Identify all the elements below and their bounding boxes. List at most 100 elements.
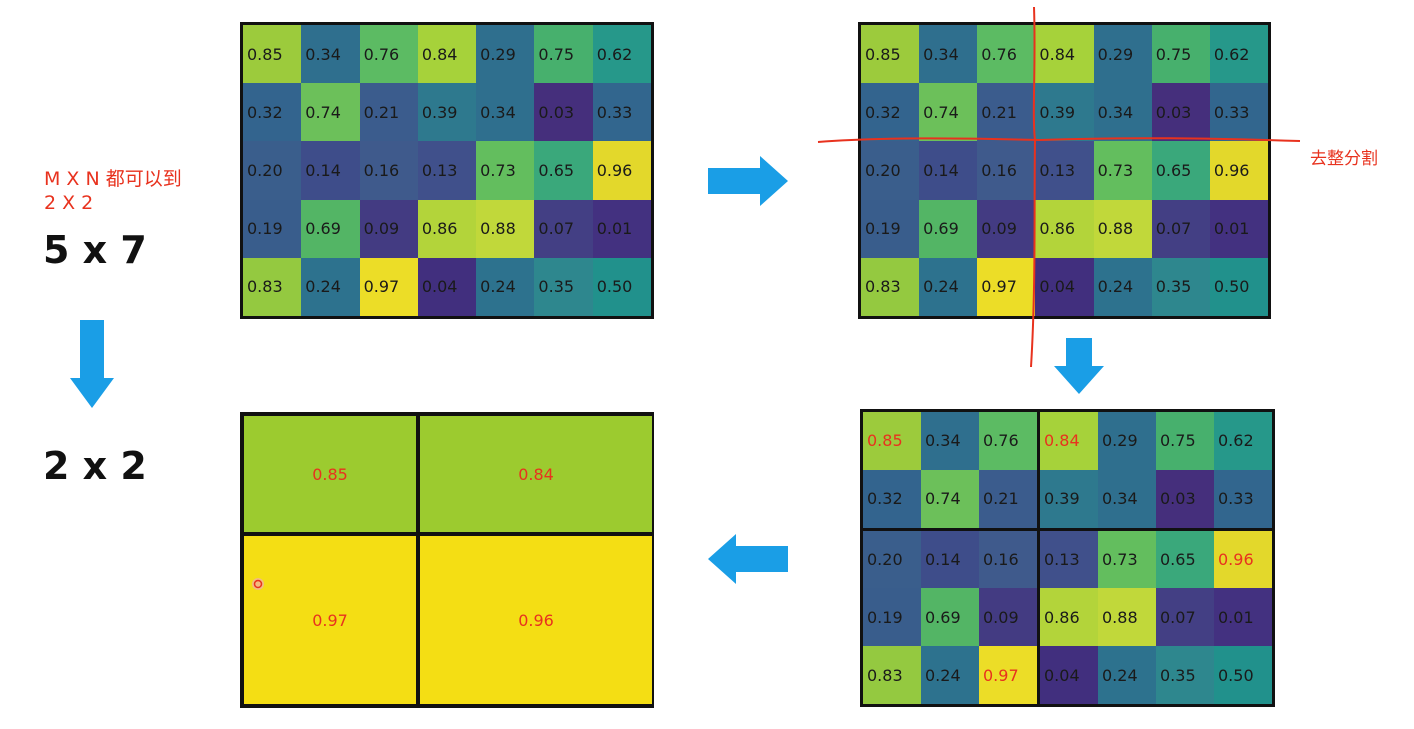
split-matrix-cell: 0.75 xyxy=(1151,25,1210,84)
pooled-region-cell: 0.01 xyxy=(1214,588,1272,647)
pooled-output-matrix: 0.85 0.84 0.97 0.96 xyxy=(240,412,654,708)
input-matrix-cell: 0.14 xyxy=(301,141,360,200)
split-lines xyxy=(817,6,1301,368)
pooled-region-cell: 0.76 xyxy=(979,412,1037,470)
split-matrix-cell: 0.21 xyxy=(977,83,1036,142)
input-matrix-cell: 0.19 xyxy=(243,199,302,258)
input-matrix-cell: 0.65 xyxy=(534,141,593,200)
split-matrix-cell: 0.24 xyxy=(919,257,978,316)
split-matrix-cell: 0.34 xyxy=(1093,83,1152,142)
split-matrix-cell: 0.07 xyxy=(1151,199,1210,258)
split-matrix-cell: 0.24 xyxy=(1093,257,1152,316)
down-arrow-icon-2 xyxy=(1054,338,1104,394)
input-matrix-cell: 0.85 xyxy=(243,25,302,84)
pooled-region-cell: 0.09 xyxy=(979,588,1037,647)
input-matrix-cell: 0.76 xyxy=(359,25,418,84)
split-matrix-cell: 0.03 xyxy=(1151,83,1210,142)
split-matrix-cell: 0.01 xyxy=(1209,199,1268,258)
pooled-regions-matrix: 0.85 0.34 0.76 0.84 0.29 0.75 0.62 0.32 0.74 0.21… xyxy=(860,409,1275,707)
input-matrix-cell: 0.24 xyxy=(301,257,360,316)
split-label: 去整分割 xyxy=(1310,149,1378,169)
input-matrix-cell: 0.01 xyxy=(592,199,651,258)
output-size-label: 2 x 2 xyxy=(43,444,147,488)
pooled-region-cell: 0.14 xyxy=(921,530,979,589)
pooled-region-cell: 0.04 xyxy=(1040,646,1098,704)
input-matrix-cell: 0.20 xyxy=(243,141,302,200)
down-arrow-icon xyxy=(70,320,114,408)
pooled-region-cell: 0.32 xyxy=(863,469,921,528)
pooled-region-cell: 0.34 xyxy=(921,412,979,470)
input-matrix-cell: 0.13 xyxy=(417,141,477,200)
pooled-output-cell: 0.96 xyxy=(420,536,652,704)
pooled-region-cell: 0.69 xyxy=(921,588,979,647)
input-matrix-cell: 0.96 xyxy=(592,141,651,200)
input-matrix-cell: 0.07 xyxy=(534,199,593,258)
split-matrix-cell: 0.83 xyxy=(861,257,920,316)
pooled-region-cell: 0.13 xyxy=(1040,530,1098,589)
pooled-region-cell: 0.96 xyxy=(1214,530,1272,589)
input-matrix-cell: 0.69 xyxy=(301,199,360,258)
two-by-two-note: 2 X 2 xyxy=(44,192,94,214)
pooled-region-cell: 0.34 xyxy=(1098,469,1156,528)
split-matrix-cell: 0.29 xyxy=(1093,25,1152,84)
split-matrix-cell: 0.34 xyxy=(919,25,978,84)
input-matrix-cell: 0.75 xyxy=(534,25,593,84)
split-matrix-cell: 0.35 xyxy=(1151,257,1210,316)
pooled-region-cell: 0.07 xyxy=(1156,588,1214,647)
split-matrix-cell: 0.96 xyxy=(1209,141,1268,200)
input-matrix-cell: 0.86 xyxy=(417,199,477,258)
pooled-region-cell: 0.35 xyxy=(1156,646,1214,704)
input-matrix-cell: 0.04 xyxy=(417,257,477,316)
split-matrix-cell: 0.19 xyxy=(861,199,920,258)
input-matrix-cell: 0.34 xyxy=(301,25,360,84)
split-matrix-cell: 0.74 xyxy=(919,83,978,142)
input-matrix-cell: 0.32 xyxy=(243,83,302,142)
pooled-region-cell: 0.86 xyxy=(1040,588,1098,647)
pooled-region-cell: 0.74 xyxy=(921,469,979,528)
input-matrix-cell: 0.83 xyxy=(243,257,302,316)
pooled-output-cell: 0.84 xyxy=(420,416,652,532)
split-matrix-cell: 0.88 xyxy=(1093,199,1152,258)
input-matrix-cell: 0.62 xyxy=(592,25,651,84)
input-matrix-cell: 0.39 xyxy=(417,83,477,142)
split-matrix-cell: 0.04 xyxy=(1035,257,1094,316)
pooled-region-cell: 0.39 xyxy=(1040,469,1098,528)
pooled-region-cell: 0.84 xyxy=(1040,412,1098,470)
input-matrix-cell: 0.97 xyxy=(359,257,418,316)
pooled-region-cell: 0.65 xyxy=(1156,530,1214,589)
pooled-region-cell: 0.21 xyxy=(979,469,1037,528)
pooled-region-cell: 0.88 xyxy=(1098,588,1156,647)
split-matrix-cell: 0.84 xyxy=(1035,25,1094,84)
split-matrix-cell: 0.20 xyxy=(861,141,920,200)
pooled-region-cell: 0.03 xyxy=(1156,469,1214,528)
cursor-marker-icon xyxy=(252,578,264,590)
pooled-region-cell: 0.62 xyxy=(1214,412,1272,470)
input-matrix-cell: 0.88 xyxy=(476,199,535,258)
input-matrix-cell: 0.50 xyxy=(592,257,651,316)
split-matrix-cell: 0.14 xyxy=(919,141,978,200)
pooled-region-cell: 0.24 xyxy=(921,646,979,704)
input-matrix-cell: 0.74 xyxy=(301,83,360,142)
input-matrix: 0.85 0.34 0.76 0.84 0.29 0.75 0.62 0.32 0.74 0.21… xyxy=(240,22,654,319)
split-matrix-cell: 0.65 xyxy=(1151,141,1210,200)
pooled-region-cell: 0.73 xyxy=(1098,530,1156,589)
split-matrix-cell: 0.86 xyxy=(1035,199,1094,258)
input-matrix-cell: 0.16 xyxy=(359,141,418,200)
split-matrix-cell: 0.50 xyxy=(1209,257,1268,316)
pooled-region-cell: 0.85 xyxy=(863,412,921,470)
pooled-region-cell: 0.50 xyxy=(1214,646,1272,704)
pooled-region-cell: 0.83 xyxy=(863,646,921,704)
pooled-region-cell: 0.19 xyxy=(863,588,921,647)
split-matrix-cell: 0.76 xyxy=(977,25,1036,84)
split-matrix-cell: 0.33 xyxy=(1209,83,1268,142)
input-matrix-cell: 0.29 xyxy=(476,25,535,84)
input-matrix-cell: 0.03 xyxy=(534,83,593,142)
split-matrix-cell: 0.39 xyxy=(1035,83,1094,142)
split-matrix-cell: 0.62 xyxy=(1209,25,1268,84)
split-matrix-cell: 0.13 xyxy=(1035,141,1094,200)
input-matrix-cell: 0.21 xyxy=(359,83,418,142)
input-matrix-cell: 0.35 xyxy=(534,257,593,316)
pooled-region-cell: 0.24 xyxy=(1098,646,1156,704)
input-matrix-cell: 0.73 xyxy=(476,141,535,200)
input-matrix-cell: 0.24 xyxy=(476,257,535,316)
